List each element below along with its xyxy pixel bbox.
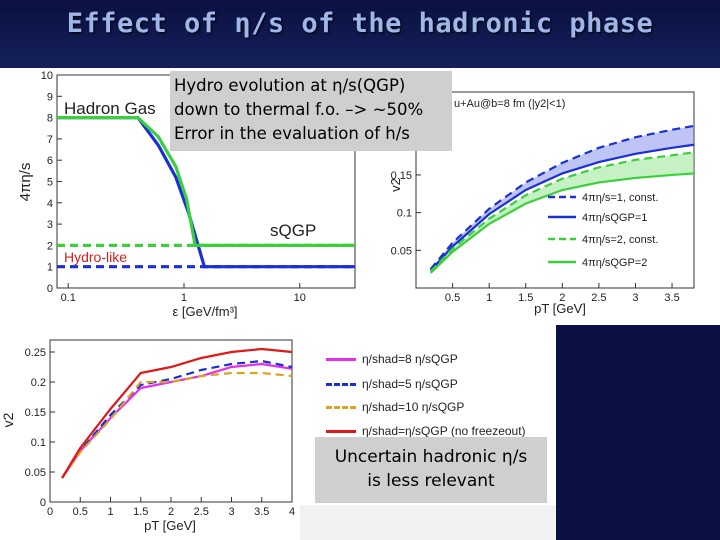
top-right-chart-ylabel: v2 — [388, 178, 403, 192]
bottom-legend-swatch — [326, 406, 356, 410]
bottom-chart-ylabel: v2 — [0, 412, 16, 427]
bottom-legend-label: η/shad=5 η/sQGP — [362, 377, 458, 391]
bottom-legend-entry: η/shad=8 η/sQGP — [326, 352, 458, 366]
top-left-chart-xtick-label: 0.1 — [61, 292, 76, 304]
annotation-hydro-like: Hydro-like — [64, 249, 127, 265]
bottom-chart-series-line — [61, 371, 293, 479]
bottom-legend-label: η/shad=8 η/sQGP — [362, 352, 458, 366]
top-right-chart-band — [430, 152, 694, 273]
top-left-chart-ytick-label: 1 — [47, 262, 53, 274]
bottom-chart-ytick-label: 0.15 — [25, 407, 46, 419]
top-right-chart-xlabel: pT [GeV] — [534, 301, 586, 316]
top-left-chart-ylabel: 4πη/s — [17, 163, 34, 202]
top-left-chart-series-line — [57, 116, 355, 247]
hadronic-note: Uncertain hadronic η/s is less relevant — [315, 437, 547, 503]
top-right-chart-xtick-label: 3.5 — [664, 292, 679, 304]
top-left-chart-ytick-label: 6 — [47, 155, 53, 167]
bottom-chart-xtick-label: 0.5 — [73, 506, 88, 518]
bottom-legend-label: η/shad=η/sQGP (no freezeout) — [362, 424, 526, 438]
bottom-chart-series-line — [61, 362, 293, 479]
hadronic-note-line-1: Uncertain hadronic η/s — [334, 447, 528, 467]
top-left-chart-ytick-label: 2 — [47, 240, 53, 252]
top-right-chart-series-line — [429, 172, 695, 274]
top-left-chart-ytick-label: 9 — [47, 91, 53, 103]
bottom-chart-xtick-label: 3 — [228, 506, 234, 518]
hydro-note-line-3: Error in the evaluation of h/s — [174, 124, 410, 143]
top-right-chart-xtick-label: 3 — [632, 292, 638, 304]
top-right-chart-header: u+Au@b=8 fm (|y2|<1) — [454, 98, 565, 110]
slide-title: Effect of η/s of the hadronic phase — [66, 8, 654, 39]
top-right-chart-band — [430, 125, 694, 271]
bottom-chart-xtick-label: 1 — [107, 506, 113, 518]
top-right-legend-label: 4πη/sQGP=1 — [582, 212, 647, 224]
hydro-note: Hydro evolution at η/s(QGP) down to ther… — [170, 71, 452, 151]
bottom-legend-swatch — [326, 430, 356, 434]
hydro-note-line-2: down to thermal f.o. –> ~50% — [174, 100, 424, 119]
bottom-legend-swatch — [326, 358, 356, 362]
bottom-chart-ytick-label: 0 — [40, 497, 46, 509]
bottom-legend-label: η/shad=10 η/sQGP — [362, 400, 465, 414]
hydro-note-line-1: Hydro evolution at η/s(QGP) — [174, 76, 406, 95]
top-right-chart-series-line — [429, 143, 695, 272]
annotation-hadron-gas: Hadron Gas — [64, 99, 156, 118]
bottom-legend-swatch — [326, 383, 356, 387]
top-left-chart-ytick-label: 5 — [47, 177, 53, 189]
bottom-legend-entry: η/shad=10 η/sQGP — [326, 400, 464, 414]
decorative-panel — [556, 325, 720, 540]
top-left-chart-xlabel: ε [GeV/fm³] — [172, 304, 237, 319]
top-left-chart-ytick-label: 7 — [47, 134, 53, 146]
top-right-chart-xtick-label: 1 — [486, 292, 492, 304]
top-right-chart-ytick-label: 0.1 — [397, 208, 412, 220]
top-left-chart-ytick-label: 4 — [47, 198, 53, 210]
bottom-chart-ytick-label: 0.25 — [25, 347, 46, 359]
top-left-chart-ytick-label: 8 — [47, 113, 53, 125]
title-bar — [0, 0, 720, 68]
hadronic-note-line-2: is less relevant — [367, 471, 495, 491]
top-right-legend-label: 4πη/s=1, const. — [582, 192, 658, 204]
top-right-chart-ytick-label: 0.05 — [391, 245, 412, 257]
bottom-chart-xtick-label: 3.5 — [254, 506, 269, 518]
bottom-legend-entry: η/shad=η/sQGP (no freezeout) — [326, 424, 526, 438]
top-right-chart-xtick-label: 0.5 — [445, 292, 460, 304]
top-left-chart-ytick-label: 10 — [41, 70, 53, 82]
top-right-chart-frame — [415, 91, 695, 289]
bottom-chart-xtick-label: 0 — [47, 506, 53, 518]
top-right-chart-xtick-label: 1.5 — [518, 292, 533, 304]
bottom-chart-ytick-label: 0.2 — [31, 377, 46, 389]
top-right-chart-series-line — [429, 151, 695, 273]
top-right-chart-xtick-label: 2.5 — [591, 292, 606, 304]
top-right-legend-label: 4πη/sQGP=2 — [582, 257, 647, 269]
decorative-panel-bottom — [300, 505, 556, 540]
bottom-chart-xtick-label: 4 — [289, 506, 295, 518]
top-right-legend-label: 4πη/s=2, const. — [582, 234, 658, 246]
bottom-legend-entry: η/shad=5 η/sQGP — [326, 377, 458, 391]
top-left-chart-xtick-label: 10 — [294, 292, 306, 304]
top-right-chart-series-line — [429, 124, 695, 270]
bottom-chart-xtick-label: 2 — [168, 506, 174, 518]
top-right-chart-ytick-label: 0.15 — [391, 170, 412, 182]
bottom-chart-ytick-label: 0.1 — [31, 437, 46, 449]
top-left-chart-ytick-label: 3 — [47, 219, 53, 231]
annotation-sqgp: sQGP — [270, 221, 316, 240]
bottom-chart-series-line — [61, 359, 293, 479]
bottom-chart-xlabel: pT [GeV] — [144, 518, 196, 533]
top-right-chart-xtick-label: 2 — [559, 292, 565, 304]
top-left-chart-ytick-label: 0 — [47, 283, 53, 295]
bottom-chart-series-line — [61, 347, 293, 479]
bottom-chart-ytick-label: 0.05 — [25, 467, 46, 479]
bottom-chart-xtick-label: 2.5 — [194, 506, 209, 518]
top-left-chart-xtick-label: 1 — [181, 292, 187, 304]
bottom-chart-xtick-label: 1.5 — [133, 506, 148, 518]
